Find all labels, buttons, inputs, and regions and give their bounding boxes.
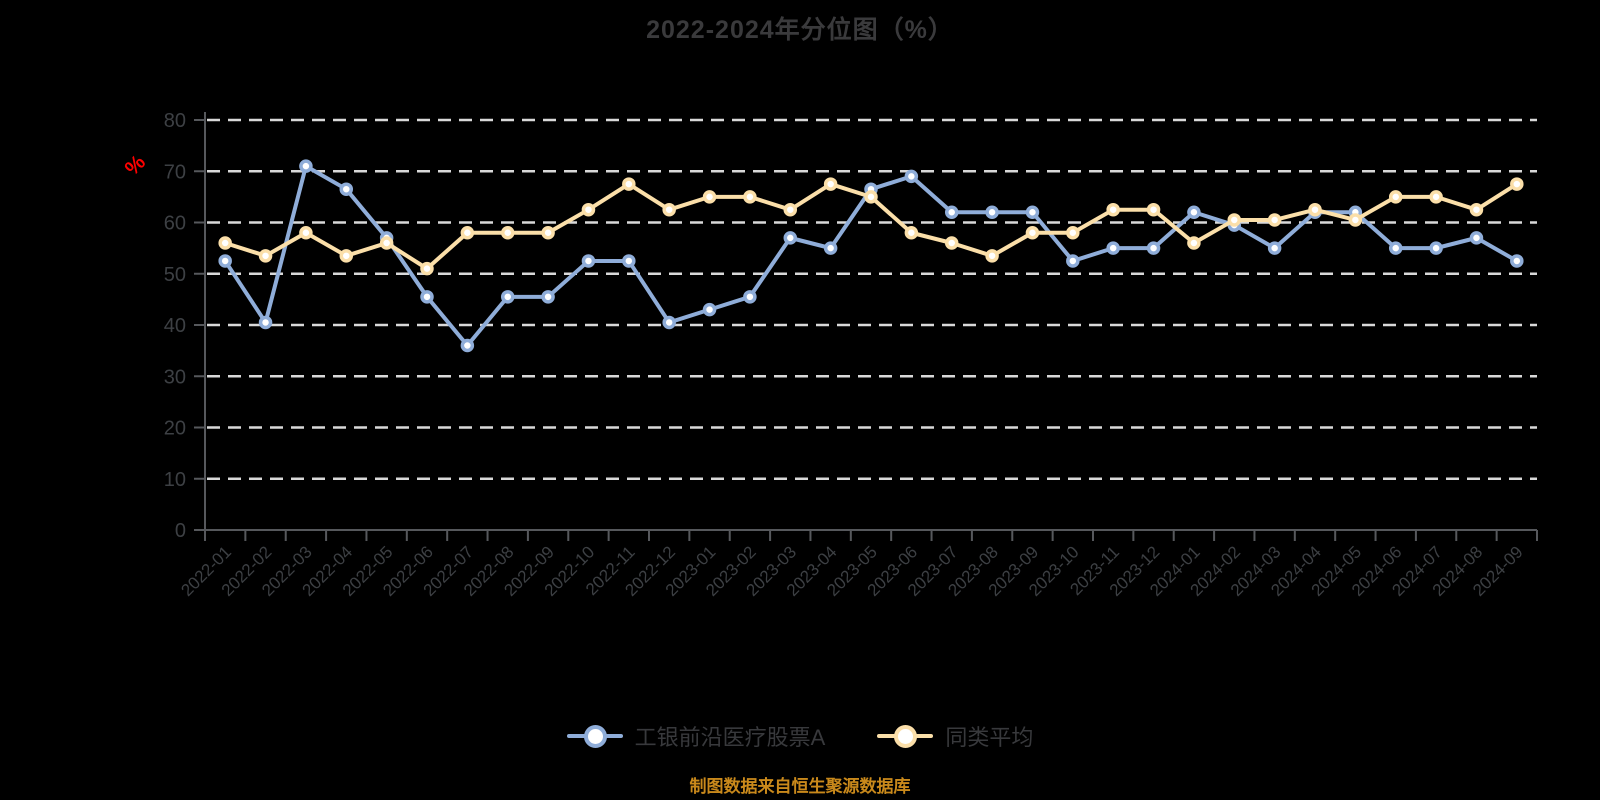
- data-point-marker[interactable]: [1388, 241, 1403, 255]
- y-axis-tick-label: 60: [164, 213, 186, 235]
- data-point-marker[interactable]: [1106, 202, 1120, 217]
- data-point-marker[interactable]: [500, 290, 515, 304]
- y-axis-tick-label: 30: [164, 366, 186, 388]
- data-point-marker[interactable]: [622, 177, 636, 191]
- data-point-marker[interactable]: [1025, 205, 1040, 219]
- data-point-marker[interactable]: [743, 290, 757, 304]
- data-point-marker[interactable]: [258, 249, 273, 263]
- data-point-marker[interactable]: [944, 205, 959, 219]
- legend-circle-icon: [583, 725, 607, 748]
- y-axis-tick-label: 80: [164, 110, 186, 132]
- data-point-marker[interactable]: [1146, 241, 1161, 255]
- data-point-marker[interactable]: [1187, 236, 1201, 250]
- y-axis-tick-label: 0: [175, 520, 186, 542]
- data-point-marker[interactable]: [1510, 254, 1524, 268]
- legend-label-category-average: 同类平均: [945, 725, 1034, 750]
- data-point-marker[interactable]: [1469, 202, 1484, 217]
- data-point-marker[interactable]: [1227, 213, 1242, 227]
- data-point-marker[interactable]: [702, 190, 717, 204]
- average-series-legend-icon: [877, 724, 934, 748]
- data-point-marker[interactable]: [1187, 205, 1201, 219]
- data-point-marker[interactable]: [299, 159, 313, 173]
- data-point-marker[interactable]: [299, 226, 313, 240]
- data-point-marker[interactable]: [904, 226, 919, 240]
- data-point-marker[interactable]: [420, 290, 434, 304]
- data-point-marker[interactable]: [1388, 190, 1403, 204]
- legend-item-category-average[interactable]: 同类平均: [877, 720, 1033, 752]
- data-point-marker[interactable]: [662, 202, 676, 217]
- data-point-marker[interactable]: [541, 290, 555, 304]
- y-axis-tick-label: 10: [164, 469, 186, 491]
- data-point-marker[interactable]: [1066, 226, 1080, 240]
- data-point-marker[interactable]: [864, 190, 878, 204]
- data-point-marker[interactable]: [985, 249, 999, 263]
- data-point-marker[interactable]: [581, 202, 596, 217]
- data-point-marker[interactable]: [823, 177, 838, 191]
- data-point-marker[interactable]: [1469, 231, 1484, 245]
- fund-series-legend-icon: [566, 724, 623, 748]
- data-point-marker[interactable]: [1066, 254, 1080, 268]
- data-point-marker[interactable]: [218, 254, 232, 268]
- data-point-marker[interactable]: [783, 202, 798, 217]
- data-point-marker[interactable]: [500, 226, 515, 240]
- data-point-marker[interactable]: [1510, 177, 1524, 191]
- legend-item-fund[interactable]: 工银前沿医疗股票A: [566, 720, 826, 752]
- data-point-marker[interactable]: [339, 249, 354, 263]
- y-axis-tick-label: 70: [164, 161, 186, 183]
- chart-title: 2022-2024年分位图（%）: [646, 16, 954, 44]
- data-point-marker[interactable]: [904, 169, 919, 184]
- data-point-marker[interactable]: [1146, 202, 1161, 217]
- data-point-marker[interactable]: [1267, 213, 1282, 227]
- data-point-marker[interactable]: [339, 182, 354, 196]
- legend-label-fund: 工银前沿医疗股票A: [634, 725, 826, 750]
- y-axis-tick-label: 50: [164, 264, 186, 286]
- data-point-marker[interactable]: [379, 236, 394, 250]
- data-point-marker[interactable]: [460, 338, 475, 353]
- data-point-marker[interactable]: [743, 190, 757, 204]
- data-point-marker[interactable]: [1429, 241, 1443, 255]
- legend-circle-icon: [894, 725, 918, 748]
- data-point-marker[interactable]: [1025, 226, 1040, 240]
- data-point-marker[interactable]: [218, 236, 232, 250]
- data-point-marker[interactable]: [258, 315, 273, 330]
- data-point-marker[interactable]: [662, 315, 676, 330]
- data-point-marker[interactable]: [460, 226, 475, 240]
- data-point-marker[interactable]: [1106, 241, 1120, 255]
- data-point-marker[interactable]: [622, 254, 636, 268]
- chart-legend: 工银前沿医疗股票A 同类平均: [0, 720, 1600, 752]
- data-point-marker[interactable]: [1267, 241, 1282, 255]
- data-point-marker[interactable]: [1429, 190, 1443, 204]
- data-point-marker[interactable]: [1308, 202, 1322, 217]
- data-point-marker[interactable]: [1348, 213, 1363, 227]
- data-point-marker[interactable]: [702, 302, 717, 317]
- data-point-marker[interactable]: [420, 261, 434, 276]
- y-axis-tick-label: 20: [164, 418, 186, 440]
- data-point-marker[interactable]: [783, 231, 798, 245]
- data-point-marker[interactable]: [581, 254, 596, 268]
- data-source-note: 制图数据来自恒生聚源数据库: [689, 777, 911, 796]
- data-point-marker[interactable]: [944, 236, 959, 250]
- y-axis-unit-label: %: [121, 150, 151, 180]
- data-point-marker[interactable]: [823, 241, 838, 255]
- data-point-marker[interactable]: [541, 226, 555, 240]
- data-point-marker[interactable]: [985, 205, 999, 219]
- y-axis-tick-label: 40: [164, 315, 186, 337]
